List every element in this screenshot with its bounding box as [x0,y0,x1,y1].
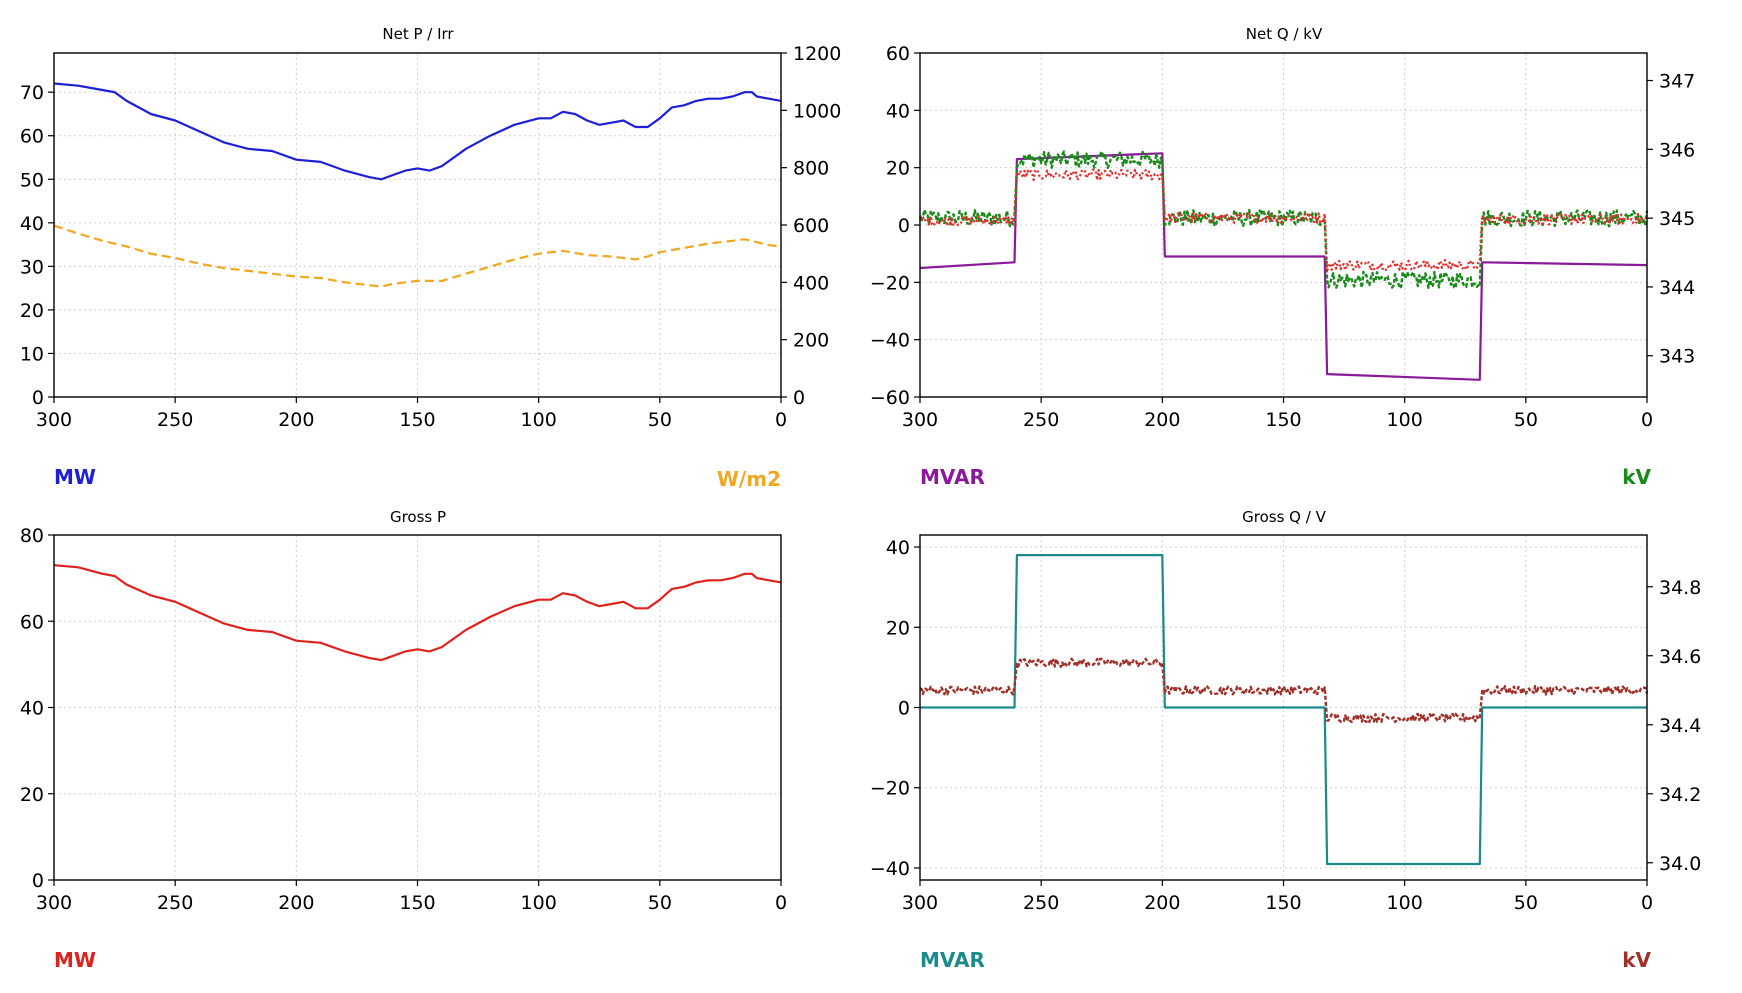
gross-p-series-gross-p [53,564,782,662]
net-q-series-net-q [919,152,1648,381]
net-q-series-net-q-measured [918,168,1648,272]
gross-p-x-tick-label: 300 [36,892,72,914]
gross-q-left-unit: MVAR [920,948,985,972]
net-p-y2-tick-label: 0 [793,387,805,409]
net-q-y-tick-label: −40 [870,330,910,352]
net-p-plot: 300 250 200 150 100 50 00102030405060700200400… [20,43,842,431]
gross-q-y-tick-label: −40 [870,858,910,880]
gross-q-series-kv [919,657,1649,724]
net-q-left-unit: MVAR [920,465,985,489]
gross-q-plot: 300 250 200 150 100 50 0 −40 −20 0 20 40 34.0 34.2 34.… [870,534,1701,914]
gross-q-x-tick-label: 300 [902,892,938,914]
net-p-y2-tick-label: 1000 [793,100,841,122]
net-q-series-kv [918,150,1649,290]
net-p-x-tick-label: 150 [399,409,435,431]
net-q-right-unit: kV [1622,465,1651,489]
net-p-y-tick-label: 50 [20,169,44,191]
gross-q-x-tick-label: 250 [1023,892,1059,914]
gross-p-y-tick-label: 80 [20,525,44,547]
net-p-y-tick-label: 10 [20,343,44,365]
gross-q-y2-tick-label: 34.8 [1659,577,1701,599]
net-p-x-tick-label: 200 [278,409,314,431]
net-q-y-tick-label: 40 [886,100,910,122]
net-q-y2-tick-label: 347 [1659,71,1695,93]
gross-q-series-gross-q [920,553,1647,866]
gross-q-y-tick-label: 0 [898,698,910,720]
net-q-x-tick-label: 250 [1023,409,1059,431]
net-q-y-tick-label: 20 [886,158,910,180]
panel-gross-q: Gross Q / V 300 250 200 150 100 50 0 −40 −20 0 20 4… [870,508,1701,972]
net-p-right-unit: W/m2 [717,467,781,491]
net-q-x-tick-label: 300 [902,409,938,431]
gross-q-x-tick-label: 150 [1265,892,1301,914]
net-p-y-tick-label: 40 [20,213,44,235]
net-q-title: Net Q / kV [1246,25,1323,43]
net-p-y2-tick-label: 400 [793,272,829,294]
gross-q-x-tick-label: 100 [1387,892,1423,914]
gross-p-plot: 300 250 200 150 100 50 0 0 20 40 60 80 [20,525,787,914]
net-q-x-tick-label: 0 [1641,409,1653,431]
gross-p-left-unit: MW [54,948,96,972]
net-q-y-tick-label: 60 [886,43,910,65]
net-q-x-tick-label: 100 [1387,409,1423,431]
net-q-y-tick-label: −20 [870,272,910,294]
gross-p-x-tick-label: 250 [157,892,193,914]
gross-p-y-tick-label: 0 [32,870,44,892]
net-p-y-tick-label: 70 [20,82,44,104]
net-p-series-irr [53,224,782,288]
gross-p-x-tick-label: 200 [278,892,314,914]
gross-p-title: Gross P [390,508,446,526]
gross-q-y-tick-label: 20 [886,617,910,639]
gross-p-x-tick-label: 0 [775,892,787,914]
net-q-y2-tick-label: 344 [1659,277,1695,299]
gross-q-y2-tick-label: 34.0 [1659,853,1701,875]
net-p-y-tick-label: 60 [20,126,44,148]
net-p-title: Net P / Irr [382,25,454,43]
gross-q-x-tick-label: 200 [1144,892,1180,914]
net-p-x-tick-label: 0 [775,409,787,431]
net-q-y-tick-label: 0 [898,215,910,237]
gross-q-y-tick-label: −20 [870,778,910,800]
net-p-series-net-p [53,82,782,181]
gross-q-right-unit: kV [1622,948,1651,972]
panel-net-p: Net P / Irr 300 250 200 150 100 50 00102030405… [20,25,842,491]
gross-p-y-tick-label: 40 [20,698,44,720]
net-q-plot: 300 250 200 150 100 50 0 −60 −40 −20 0 20 40 60 343 344… [870,43,1695,431]
gross-p-x-tick-label: 150 [399,892,435,914]
gross-q-y2-tick-label: 34.6 [1659,646,1701,668]
panel-net-q: Net Q / kV 300 250 200 150 100 50 0 −60 −40 −20 0 2… [870,25,1695,489]
net-q-x-tick-label: 200 [1144,409,1180,431]
net-p-y-tick-label: 20 [20,300,44,322]
net-p-left-unit: MW [54,465,96,489]
gross-p-y-tick-label: 60 [20,611,44,633]
gross-q-title: Gross Q / V [1242,508,1326,526]
net-q-y2-tick-label: 343 [1659,346,1695,368]
net-p-x-tick-label: 100 [521,409,557,431]
gross-p-x-tick-label: 100 [521,892,557,914]
gross-q-y2-tick-label: 34.4 [1659,715,1701,737]
gross-q-y-tick-label: 40 [886,537,910,559]
gross-q-y2-tick-label: 34.2 [1659,784,1701,806]
net-p-y2-tick-label: 200 [793,330,829,352]
gross-p-x-tick-label: 50 [648,892,672,914]
net-p-y2-tick-label: 800 [793,158,829,180]
net-p-y2-tick-label: 600 [793,215,829,237]
net-q-x-tick-label: 150 [1265,409,1301,431]
gross-q-x-tick-label: 50 [1514,892,1538,914]
net-q-y2-tick-label: 345 [1659,208,1695,230]
net-p-y2-tick-label: 1200 [793,43,841,65]
net-p-x-tick-label: 50 [648,409,672,431]
gross-q-x-tick-label: 0 [1641,892,1653,914]
net-q-x-tick-label: 50 [1514,409,1538,431]
net-p-y-tick-label: 0 [32,387,44,409]
gross-p-y-tick-label: 20 [20,784,44,806]
net-p-x-tick-label: 250 [157,409,193,431]
net-q-y-tick-label: −60 [870,387,910,409]
net-q-y2-tick-label: 346 [1659,139,1695,161]
net-p-y-tick-label: 30 [20,256,44,278]
panel-gross-p: Gross P 300 250 200 150 100 50 0 0 20 40 60 80 MW [20,508,787,972]
net-p-x-tick-label: 300 [36,409,72,431]
